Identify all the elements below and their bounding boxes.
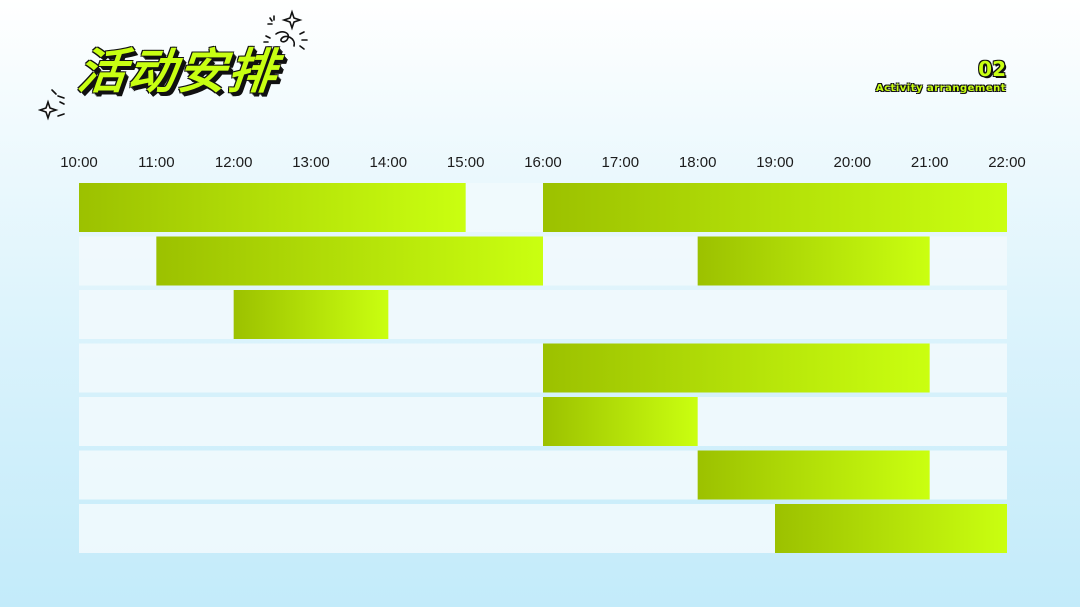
x-tick-label: 14:00 xyxy=(370,154,408,171)
x-tick-label: 20:00 xyxy=(834,154,872,171)
activity-bar-3 xyxy=(156,236,544,286)
x-tick-label: 10:00 xyxy=(60,154,98,171)
x-tick-label: 12:00 xyxy=(215,154,253,171)
x-tick-label: 11:00 xyxy=(138,154,174,171)
x-tick-label: 16:00 xyxy=(524,154,562,171)
x-tick-label: 15:00 xyxy=(447,154,485,171)
x-tick-label: 13:00 xyxy=(292,154,330,171)
sparkle-doodle-top-icon xyxy=(263,9,308,50)
section-number: 02 xyxy=(978,57,1006,81)
x-tick-label: 19:00 xyxy=(756,154,794,171)
activity-bar-6 xyxy=(543,343,930,393)
activity-bar-4 xyxy=(697,236,930,286)
activity-bar-5 xyxy=(233,290,389,339)
section-subtitle: Activity arrangement xyxy=(875,83,1006,94)
x-tick-label: 21:00 xyxy=(911,154,949,171)
activity-bar-9 xyxy=(775,504,1007,553)
x-tick-label: 17:00 xyxy=(602,154,640,171)
x-tick-label: 18:00 xyxy=(679,154,717,171)
activity-bar-7 xyxy=(543,397,698,446)
x-tick-label: 22:00 xyxy=(988,154,1026,171)
sparkle-doodle-left-icon xyxy=(38,89,65,121)
activity-bar-8 xyxy=(697,450,930,500)
activity-bar-2 xyxy=(543,183,1007,232)
activity-bar-1 xyxy=(79,183,466,232)
row-track-3 xyxy=(79,290,1007,339)
